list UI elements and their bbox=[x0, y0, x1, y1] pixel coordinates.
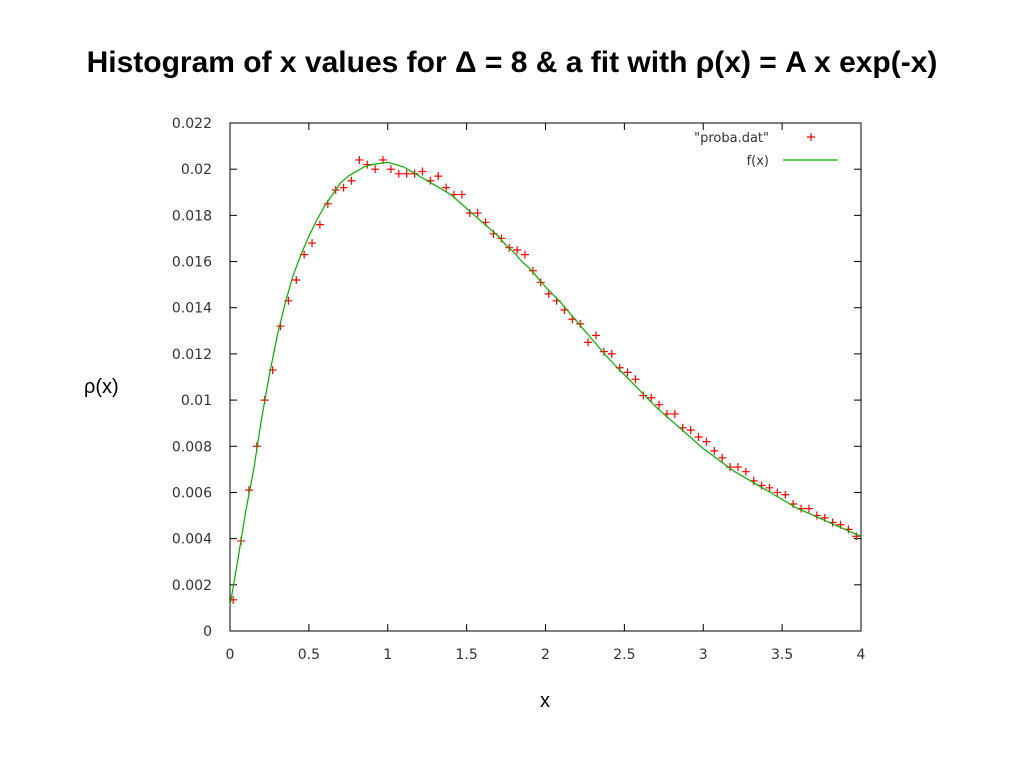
data-point bbox=[536, 278, 545, 287]
y-tick-label: 0.012 bbox=[172, 347, 212, 363]
y-tick-label: 0.02 bbox=[181, 162, 212, 178]
y-tick-label: 0.016 bbox=[172, 255, 212, 271]
y-tick-label: 0.018 bbox=[172, 208, 212, 224]
data-point bbox=[733, 463, 742, 472]
y-tick-label: 0.014 bbox=[172, 301, 212, 317]
data-point bbox=[355, 155, 364, 164]
slide-title: Histogram of x values for Δ = 8 & a fit … bbox=[86, 46, 938, 79]
y-axis-label: ρ(x) bbox=[84, 376, 119, 398]
data-point bbox=[308, 239, 317, 248]
data-point bbox=[442, 183, 451, 192]
data-point bbox=[607, 349, 616, 358]
data-point bbox=[781, 490, 790, 499]
legend: "proba.dat" f(x) bbox=[694, 131, 838, 169]
data-point bbox=[513, 246, 522, 254]
legend-swatch-marker bbox=[807, 133, 815, 141]
x-tick-label: 3.5 bbox=[771, 647, 793, 663]
y-tick-label: 0.008 bbox=[172, 439, 212, 455]
data-point bbox=[418, 167, 427, 176]
legend-label: "proba.dat" bbox=[694, 131, 769, 146]
data-point bbox=[544, 289, 553, 298]
plot-frame bbox=[229, 122, 862, 632]
x-axis-label: x bbox=[540, 690, 550, 712]
data-point bbox=[639, 391, 648, 400]
data-point bbox=[773, 488, 782, 497]
data-point bbox=[528, 266, 537, 275]
data-point bbox=[804, 504, 813, 513]
x-tick-label: 0 bbox=[226, 647, 235, 663]
y-tick-label: 0.01 bbox=[181, 393, 212, 409]
y-tick-label: 0.022 bbox=[172, 116, 212, 132]
x-tick-label: 4 bbox=[857, 647, 866, 663]
y-tick-label: 0 bbox=[203, 624, 212, 640]
x-tick-label: 1 bbox=[383, 647, 392, 663]
data-point bbox=[457, 190, 466, 199]
x-tick-label: 2.5 bbox=[613, 647, 635, 663]
data-point bbox=[631, 375, 640, 384]
data-point bbox=[394, 169, 403, 178]
data-point bbox=[497, 234, 506, 243]
data-points bbox=[229, 155, 861, 604]
data-point bbox=[402, 169, 411, 178]
x-tick-label: 0.5 bbox=[298, 647, 320, 663]
y-tick-label: 0.006 bbox=[172, 485, 212, 501]
data-point bbox=[694, 433, 703, 442]
data-point bbox=[591, 331, 600, 340]
data-point bbox=[765, 483, 774, 492]
data-point bbox=[702, 437, 711, 446]
fit-curve bbox=[229, 161, 862, 606]
data-point bbox=[520, 250, 529, 259]
data-point bbox=[623, 368, 632, 377]
data-point bbox=[386, 165, 395, 174]
y-tick-label: 0.004 bbox=[172, 532, 212, 548]
legend-label: f(x) bbox=[747, 154, 769, 169]
data-point bbox=[339, 183, 348, 192]
data-point bbox=[371, 165, 380, 174]
data-point bbox=[647, 393, 656, 402]
data-point bbox=[710, 446, 719, 455]
data-point bbox=[315, 220, 324, 229]
data-point bbox=[655, 400, 664, 409]
data-point bbox=[347, 176, 356, 185]
axis-ticks: 0 0.002 0.004 0.006 0.008 0.01 0.012 0.014 0.016… bbox=[172, 116, 866, 663]
data-point bbox=[670, 409, 679, 418]
data-point bbox=[363, 160, 372, 169]
data-point bbox=[599, 347, 608, 356]
data-point bbox=[576, 319, 585, 328]
x-tick-label: 2 bbox=[541, 647, 550, 663]
x-tick-label: 3 bbox=[699, 647, 708, 663]
data-point bbox=[473, 209, 482, 218]
data-point bbox=[718, 453, 727, 462]
x-tick-label: 1.5 bbox=[455, 647, 477, 663]
data-point bbox=[741, 467, 750, 476]
data-point bbox=[584, 338, 593, 347]
data-point bbox=[686, 426, 695, 435]
data-point bbox=[292, 276, 301, 285]
data-point bbox=[726, 463, 735, 472]
series-layer bbox=[229, 155, 862, 606]
data-point bbox=[434, 172, 443, 181]
y-tick-label: 0.002 bbox=[172, 578, 212, 594]
